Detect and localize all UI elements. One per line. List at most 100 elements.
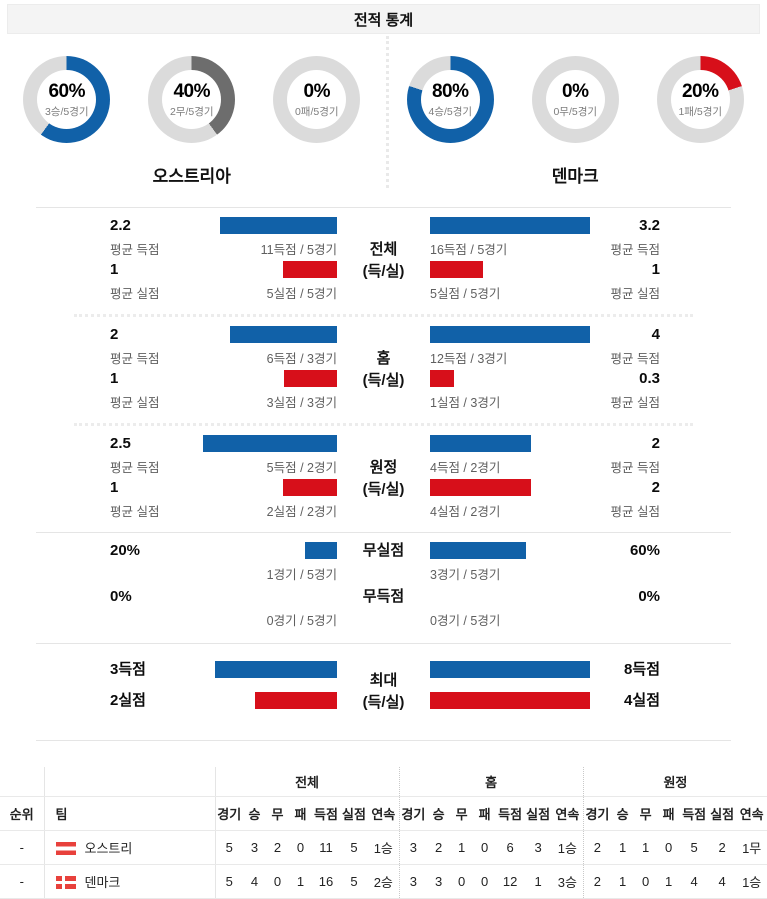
max-conceded-bar [430, 692, 590, 709]
conceded-bar-caption: 1실점 / 3경기 [430, 392, 590, 411]
max-conceded-value: 2실점 [110, 692, 177, 709]
conceded-bar-caption: 5실점 / 5경기 [430, 283, 590, 302]
loss-rate-detail: 0패/5경기 [295, 104, 339, 119]
avg-conceded-caption: 평균 실점 [590, 283, 660, 302]
donut-center: 40% 2무/5경기 [162, 70, 221, 129]
loss-rate-detail: 1패/5경기 [678, 104, 722, 119]
home-win-rate-donut: 60% 3승/5경기 [23, 56, 110, 143]
divider [36, 740, 731, 741]
cleansheet-label: 무실점 [337, 542, 430, 586]
home-stats: 2 평균 득점 1 평균 실점 6득점 / 3경기 3실점 / 3경기 [0, 326, 337, 414]
home-stats: 2.5 평균 득점 1 평균 실점 5득점 / 2경기 2실점 / 2경기 [0, 435, 337, 523]
home-bars: 11득점 / 5경기 5실점 / 5경기 [177, 217, 337, 305]
avg-conceded-caption: 평균 실점 [110, 392, 177, 411]
cleansheet-bar [430, 542, 526, 559]
home-draw-rate-donut: 40% 2무/5경기 [148, 56, 235, 143]
metric-label: 2.2 평균 득점 [110, 217, 177, 259]
away-stats: 4득점 / 2경기 4실점 / 2경기 2 평균 득점 2 평균 실점 [430, 435, 767, 523]
draw-rate-detail: 2무/5경기 [170, 104, 214, 119]
max-conceded-value: 4실점 [590, 692, 660, 709]
bar-row: 16득점 / 5경기 [430, 217, 590, 259]
bar-row: 5실점 / 5경기 [177, 261, 337, 303]
loss-rate-value: 20% [682, 81, 719, 103]
away-win-rate-donut: 80% 4승/5경기 [407, 56, 494, 143]
scored-bar [430, 217, 590, 234]
section-home: 2 평균 득점 1 평균 실점 6득점 / 3경기 3실점 / 3경기 [0, 317, 767, 423]
avg-conceded-value: 1 [590, 261, 660, 278]
metric-label: 3.2 평균 득점 [590, 217, 660, 259]
home-stats: 3득점 2실점 [0, 661, 337, 723]
noscore-pct: 0% [110, 588, 177, 605]
vertical-divider [386, 36, 389, 188]
cleansheet-caption: 3경기 / 5경기 [430, 564, 590, 583]
avg-scored-value: 2.2 [110, 217, 177, 234]
denmark-flag-icon [56, 876, 76, 889]
win-rate-detail: 4승/5경기 [428, 104, 472, 119]
section-max: 3득점 2실점 최대 (득/실) [0, 644, 767, 740]
win-rate-detail: 3승/5경기 [45, 104, 89, 119]
scored-bar [430, 326, 590, 343]
scored-bar [230, 326, 337, 343]
bar-row: 5실점 / 5경기 [430, 261, 590, 303]
team-name-link[interactable]: 오스트리 [85, 841, 133, 856]
scored-bar [430, 435, 531, 452]
conceded-bar-caption: 5실점 / 5경기 [177, 283, 337, 302]
avg-scored-caption: 평균 득점 [110, 239, 177, 258]
draw-rate-detail: 0무/5경기 [553, 104, 597, 119]
section-cleansheet: 20% 0% 1경기 / 5경기 0경기 / 5경기 무실점 무득점 [0, 533, 767, 643]
win-rate-value: 80% [432, 81, 469, 103]
conceded-bar [430, 370, 454, 387]
scored-bar-caption: 12득점 / 3경기 [430, 348, 590, 367]
away-stats: 3경기 / 5경기 0경기 / 5경기 60% 0% [430, 542, 767, 634]
team-cell: 덴마크 [44, 865, 215, 899]
home-team-column: 60% 3승/5경기 40% 2무/5경기 0% 0패/5경기 [0, 56, 384, 187]
avg-conceded-value: 1 [110, 479, 177, 496]
conceded-bar [283, 261, 337, 278]
win-rate-value: 60% [48, 81, 85, 103]
scored-bar-caption: 6득점 / 3경기 [177, 348, 337, 367]
max-conceded-bar [255, 692, 337, 709]
max-scored-bar [430, 661, 590, 678]
avg-conceded-caption: 평균 실점 [590, 392, 660, 411]
donut-center: 0% 0패/5경기 [287, 70, 346, 129]
team-header: 팀 [44, 797, 215, 831]
home-stats: 2.2 평균 득점 1 평균 실점 11득점 / 5경기 5실점 / 5경기 [0, 217, 337, 305]
away-bars: 16득점 / 5경기 5실점 / 5경기 [430, 217, 590, 305]
standings-table: 전체 홈 원정 순위 팀 경기 승 무 패 득점 실점 연속 경기 승 무 패 … [0, 767, 767, 899]
rank-cell: - [0, 865, 44, 899]
section-away: 2.5 평균 득점 1 평균 실점 5득점 / 2경기 2실점 / 2경기 [0, 426, 767, 532]
conceded-bar [284, 370, 337, 387]
section-label: 전체 (득/실) [337, 217, 430, 305]
avg-conceded-caption: 평균 실점 [110, 501, 177, 520]
draw-rate-value: 40% [173, 81, 210, 103]
avg-scored-value: 2.5 [110, 435, 177, 452]
avg-scored-value: 4 [590, 326, 660, 343]
away-draw-rate-donut: 0% 0무/5경기 [532, 56, 619, 143]
cleansheet-bar [305, 542, 337, 559]
conceded-bar-caption: 3실점 / 3경기 [177, 392, 337, 411]
scored-bar [203, 435, 337, 452]
team-name-link[interactable]: 덴마크 [85, 875, 121, 890]
austria-flag-icon [56, 842, 76, 855]
panel-title: 전적 통계 [7, 4, 760, 34]
table-row-home-team: - 오스트리 5 3 2 0 11 5 1승 3 2 1 0 6 3 1승 2 … [0, 831, 767, 865]
scored-bar-caption: 16득점 / 5경기 [430, 239, 590, 258]
avg-scored-caption: 평균 득점 [110, 348, 177, 367]
conceded-bar [430, 479, 531, 496]
away-labels: 3.2 평균 득점 1 평균 실점 [590, 217, 693, 305]
noscore-label: 무득점 [337, 588, 430, 632]
away-stats: 12득점 / 3경기 1실점 / 3경기 4 평균 득점 0.3 평균 실점 [430, 326, 767, 414]
column-header-row: 순위 팀 경기 승 무 패 득점 실점 연속 경기 승 무 패 득점 실점 연속… [0, 797, 767, 831]
section-label: 최대 (득/실) [337, 661, 430, 723]
match-stats-panel: 전적 통계 60% 3승/5경기 40% 2무/5경기 [0, 4, 767, 899]
avg-conceded-caption: 평균 실점 [110, 283, 177, 302]
group-header-row: 전체 홈 원정 [0, 767, 767, 797]
avg-scored-value: 2 [590, 435, 660, 452]
away-stats: 8득점 4실점 [430, 661, 767, 723]
avg-conceded-value: 0.3 [590, 370, 660, 387]
conceded-bar [430, 261, 483, 278]
team-cell: 오스트리 [44, 831, 215, 865]
conceded-bar-caption: 2실점 / 2경기 [177, 501, 337, 520]
avg-conceded-value: 1 [110, 261, 177, 278]
section-total: 2.2 평균 득점 1 평균 실점 11득점 / 5경기 5실점 / 5경기 [0, 208, 767, 314]
